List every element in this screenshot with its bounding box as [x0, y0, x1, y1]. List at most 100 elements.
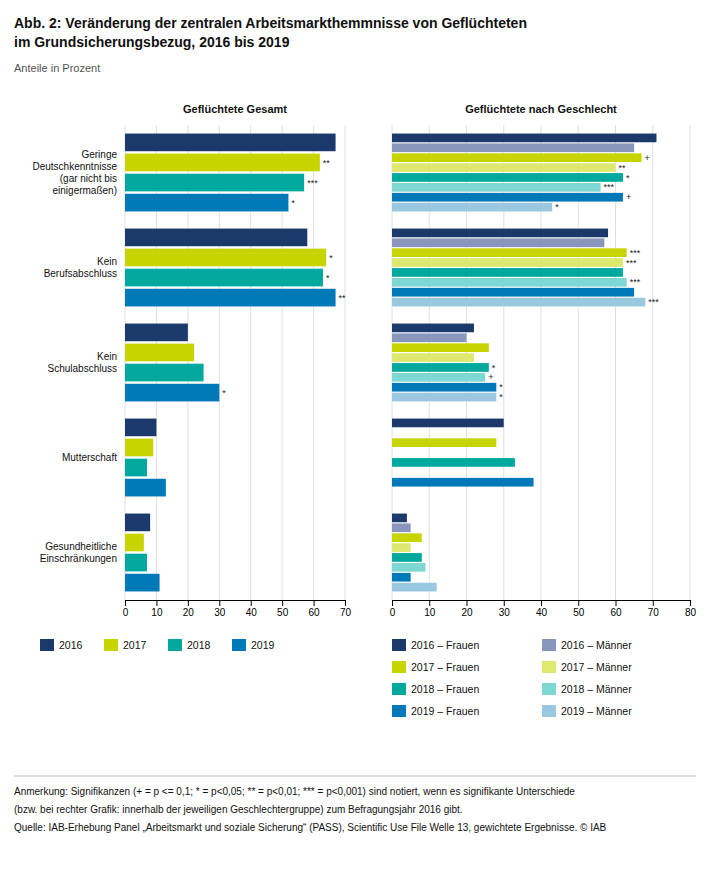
significance-label: **: [619, 163, 627, 173]
bar: [392, 448, 393, 457]
bar: [392, 343, 489, 352]
bar: [392, 278, 627, 287]
category-label: Mutterschaft: [62, 452, 117, 463]
bar: [125, 134, 336, 152]
legend-swatch: [542, 683, 556, 695]
bar: [125, 514, 150, 532]
grid-line: [345, 125, 346, 600]
x-tick-mark: [467, 600, 468, 606]
x-tick: 40: [536, 600, 548, 618]
x-tick: 0: [123, 600, 129, 618]
legend-swatch: [542, 639, 556, 651]
x-tick: 50: [573, 600, 585, 618]
x-tick-label: 0: [390, 607, 396, 618]
category-label: KeinBerufsabschluss: [44, 256, 117, 279]
bar: [125, 439, 153, 457]
bar: [392, 373, 485, 382]
x-tick-label: 80: [685, 607, 697, 618]
x-tick: 80: [685, 600, 697, 618]
significance-label: *: [626, 173, 630, 183]
x-axis-domain: [126, 601, 346, 607]
bar: [392, 248, 627, 257]
legend: 2016 – Frauen2016 – Männer2017 – Frauen2…: [392, 639, 632, 717]
bar: [125, 574, 160, 592]
x-tick: 50: [277, 600, 289, 618]
bar: [392, 583, 437, 592]
legend-swatch: [392, 661, 406, 673]
legend-item: 2019 – Frauen: [392, 705, 479, 717]
x-tick-mark: [251, 600, 252, 606]
bar: [392, 468, 393, 477]
bar: [392, 173, 623, 182]
significance-label: +: [488, 372, 493, 382]
bar: [125, 554, 147, 572]
x-tick-mark: [156, 600, 157, 606]
bar: [125, 364, 204, 382]
legend-item: 2017 – Frauen: [392, 661, 479, 673]
x-tick: 60: [309, 600, 321, 618]
x-tick: 30: [499, 600, 511, 618]
bar: [125, 269, 323, 287]
significance-label: *: [329, 253, 333, 263]
bar: [392, 363, 489, 372]
x-axis: 01020304050607080: [390, 600, 697, 618]
bar: [125, 229, 307, 247]
x-tick-mark: [429, 600, 430, 606]
x-tick-label: 70: [648, 607, 660, 618]
category-label-line: Kein: [97, 256, 117, 267]
bar: [392, 523, 411, 532]
x-tick-mark: [392, 600, 393, 606]
legend-label: 2018 – Frauen: [411, 683, 479, 695]
bars: [392, 134, 656, 592]
legend-label: 2019 – Männer: [561, 705, 632, 717]
bar: [392, 333, 467, 342]
significance-label: +: [626, 192, 631, 202]
x-tick-label: 0: [123, 607, 129, 618]
bar: [392, 238, 604, 247]
y-tick: KeinBerufsabschluss: [44, 256, 117, 279]
significance-label: *: [499, 392, 503, 402]
legend-label: 2016: [59, 639, 83, 651]
legend-item: 2016: [40, 639, 83, 651]
significance-label: *: [492, 363, 496, 373]
bar: [125, 534, 144, 552]
legend-label: 2017 – Männer: [561, 661, 632, 673]
bar: [392, 203, 552, 212]
x-tick: 70: [340, 600, 352, 618]
note: (bzw. bei rechter Grafik: innerhalb der …: [14, 804, 463, 815]
legend-label: 2017 – Frauen: [411, 661, 479, 673]
grid-line: [690, 125, 691, 600]
legend-item: 2019 – Männer: [542, 705, 632, 717]
chart-title: Geflüchtete nach Geschlecht: [465, 103, 617, 115]
bar: [392, 353, 474, 362]
x-axis-domain: [393, 601, 691, 607]
chart-panel: +****************++******010203040506070…: [390, 103, 697, 717]
bar: [392, 514, 407, 523]
legend-item: 2017 – Männer: [542, 661, 632, 673]
significance-label: ***: [630, 277, 641, 287]
significance-label: ***: [307, 178, 318, 188]
x-tick-label: 10: [424, 607, 436, 618]
bars: [125, 134, 336, 592]
bar: [125, 479, 166, 497]
category-label-line: Mutterschaft: [62, 452, 117, 463]
x-tick-mark: [616, 600, 617, 606]
grid-line: [652, 125, 653, 600]
x-tick: 40: [246, 600, 258, 618]
legend-swatch: [542, 705, 556, 717]
x-tick-label: 50: [277, 607, 289, 618]
y-tick: KeinSchulabschluss: [48, 351, 117, 374]
category-label: GesundheitlicheEinschränkungen: [40, 541, 118, 564]
legend-label: 2017: [123, 639, 147, 651]
significance-label: *: [326, 273, 330, 283]
bar: [125, 154, 320, 172]
category-label-line: Einschränkungen: [40, 553, 117, 564]
legend: 2016201720182019: [40, 639, 275, 651]
bar: [392, 383, 496, 392]
legend-swatch: [542, 661, 556, 673]
bar: [392, 478, 534, 487]
bar: [125, 174, 304, 192]
note: Anmerkung: Signifikanzen (+ = p <= 0,1; …: [14, 786, 575, 797]
y-tick: Mutterschaft: [62, 452, 117, 463]
significance-label: *: [222, 388, 226, 398]
